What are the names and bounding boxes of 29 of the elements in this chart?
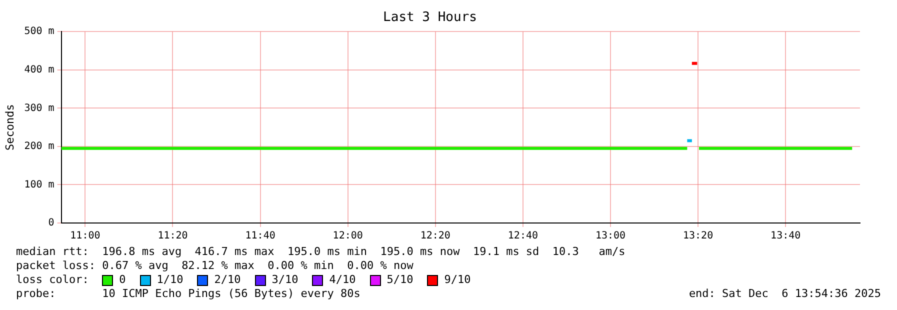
y-tick-label: 200 m — [24, 141, 54, 152]
x-tick-label: 13:00 — [595, 230, 626, 242]
text: end: Sat Dec 6 13:54:36 2025 — [688, 287, 881, 301]
y-tick-label: 100 m — [24, 179, 54, 190]
legend-label: 0 — [119, 273, 126, 287]
legend-label: 2/10 — [214, 273, 241, 287]
legend-title: loss color: — [16, 273, 90, 287]
text: median rtt: 196.8 ms avg 416.7 ms max 195.0 ms min 195.0 ms now 19.1 ms sd 10.3 am/s — [16, 245, 626, 259]
x-tick-label: 12:00 — [332, 230, 363, 242]
text: packet loss: 0.67 % avg 82.12 % max 0.00 % min 0.00 % now — [16, 259, 414, 273]
y-tick-label: 500 m — [24, 26, 54, 38]
x-tick-label: 12:20 — [420, 230, 450, 242]
text: probe: 10 ICMP Echo Pings (56 Bytes) every 80s — [16, 287, 360, 301]
x-tick-label: 12:40 — [508, 230, 538, 242]
y-tick-label: 400 m — [24, 64, 54, 76]
y-axis-title: Seconds — [3, 104, 16, 150]
x-tick-label: 11:00 — [70, 230, 100, 242]
x-tick-label: 11:20 — [158, 230, 188, 242]
legend-label: 3/10 — [272, 273, 298, 287]
legend-label: 4/10 — [329, 273, 356, 287]
x-tick-label: 13:20 — [682, 230, 714, 242]
x-tick-label: 13:40 — [770, 230, 801, 242]
legend-label: 5/10 — [386, 273, 414, 287]
y-tick-label: 300 m — [24, 102, 54, 114]
legend-label: 9/10 — [444, 273, 471, 287]
x-tick-label: 11:40 — [245, 230, 276, 242]
chart-title: Last 3 Hours — [383, 10, 477, 26]
y-tick-label: 0 — [48, 218, 54, 229]
legend-label: 1/10 — [156, 273, 184, 287]
